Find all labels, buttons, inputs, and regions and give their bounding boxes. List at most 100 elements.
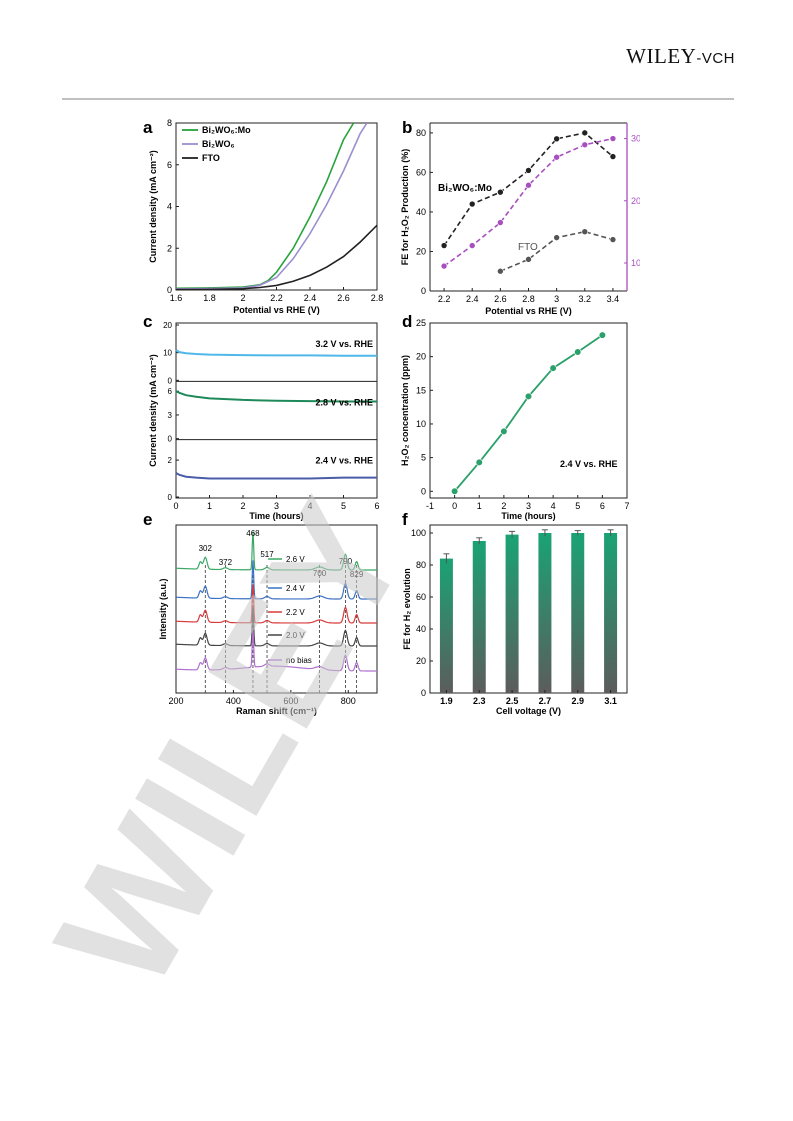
y-tick-label-c: 3 (168, 411, 173, 420)
x-axis-label-e: Raman shift (cm⁻¹) (236, 706, 317, 716)
x-tick-label-e: 200 (168, 696, 183, 706)
y-tick-label-d: 25 (416, 318, 426, 328)
x-tick-label-d: 7 (624, 501, 629, 511)
x-axis-label-a: Potential vs RHE (V) (233, 305, 320, 315)
spectrum-line-e-4 (176, 628, 377, 672)
y-tick-label-a: 2 (167, 243, 172, 253)
x-tick-label-a: 1.8 (203, 293, 216, 303)
y-tick-label-d: 10 (416, 419, 426, 429)
data-point-b-0 (497, 188, 504, 196)
y-tick-label-c: 6 (168, 387, 173, 396)
x-tick-label-d: 6 (600, 501, 605, 511)
x-tick-label-f: 1.9 (440, 696, 453, 706)
data-point-b-2 (581, 141, 589, 149)
y-tick-label-a: 8 (167, 118, 172, 128)
x-tick-label-b: 2.2 (438, 294, 451, 304)
data-point-b-2 (609, 135, 617, 142)
y-axis-label-d: H₂O₂ concentration (ppm) (400, 355, 410, 466)
peak-label-e-6: 829 (350, 570, 364, 579)
legend-label-a-0: Bi₂WO₆:Mo (202, 125, 251, 135)
x-tick-label-b: 3.2 (579, 294, 592, 304)
series-line-c-2 (175, 472, 377, 480)
data-point-b-2 (525, 181, 532, 189)
subplot-label-c-0: 3.2 V vs. RHE (315, 339, 373, 349)
legend-label-e-3: 2.0 V (286, 631, 305, 640)
x-tick-label-a: 1.6 (170, 293, 183, 303)
data-point-b-0 (468, 200, 476, 208)
data-point-b-1 (497, 267, 504, 275)
x-tick-label-c: 0 (173, 501, 178, 511)
y-tick-label-c: 10 (163, 349, 172, 358)
y-axis-label-a: Current density (mA cm⁻²) (148, 150, 158, 262)
data-point-d (549, 364, 557, 372)
x-tick-label-a: 2.6 (337, 293, 350, 303)
x-tick-label-b: 3.4 (607, 294, 620, 304)
publisher-logo: WILEY-VCH (626, 44, 735, 68)
peak-label-e-0: 302 (199, 544, 213, 553)
legend-label-e-4: no bias (286, 656, 312, 665)
panel-f: f 0 20 40 60 80 100 1.9 2.3 2.5 2.7 2.9 3.1 Cell vol… (402, 510, 628, 716)
panel-e: e 2.6 V 2.4 V 2.2 V 2.0 V no bias 302 372 468 51… (143, 510, 378, 716)
x-tick-label-a: 2.8 (371, 293, 384, 303)
panel-label-d: d (402, 312, 412, 331)
y-tick-label-a: 4 (167, 202, 172, 212)
panel-label-f: f (402, 510, 408, 529)
plot-frame-d (429, 322, 628, 499)
subplot-label-c-2: 2.4 V vs. RHE (315, 456, 373, 466)
bar-f-0 (439, 558, 453, 693)
data-point-b-0 (525, 167, 532, 174)
y-axis-label-f: FE for H₂ evolution (402, 568, 412, 650)
peak-label-e-2: 468 (246, 529, 260, 538)
data-point-d (475, 458, 483, 466)
legend-label-e-1: 2.4 V (286, 584, 305, 593)
x-tick-label-b: 2.8 (522, 294, 535, 304)
series-line-c-0 (175, 349, 377, 357)
data-point-d (500, 427, 508, 435)
x-tick-label-f: 2.9 (571, 696, 584, 706)
y-tick-label-f: 60 (416, 592, 426, 602)
spectrum-line-e-0 (176, 531, 377, 571)
data-point-d (574, 348, 582, 356)
x-tick-label-e: 600 (283, 696, 298, 706)
spectrum-line-e-1 (176, 560, 377, 600)
x-tick-label-b: 3 (554, 294, 559, 304)
x-tick-label-d: 1 (477, 501, 482, 511)
series-line-a-2 (176, 224, 377, 290)
x-tick-label-c: 1 (207, 501, 212, 511)
data-point-b-1 (553, 234, 560, 241)
panel-label-c: c (143, 312, 152, 331)
x-axis-label-c: Time (hours) (249, 511, 303, 521)
y-tick-label-d: 15 (416, 385, 426, 395)
data-point-b-2 (468, 242, 476, 249)
x-tick-label-d: 3 (526, 501, 531, 511)
peak-label-e-3: 517 (260, 550, 274, 559)
y-tick-label-b: 0 (421, 286, 426, 296)
y-tick-label-c: 0 (168, 493, 173, 502)
y-tick-label-c: 20 (163, 321, 172, 330)
x-tick-label-c: 2 (240, 501, 245, 511)
data-point-b-0 (581, 129, 589, 137)
annotation-b-0: Bi₂WO₆:Mo (438, 183, 492, 194)
y-tick-label-b: 80 (416, 128, 426, 138)
x-tick-label-e: 400 (226, 696, 241, 706)
x-axis-label-b: Potential vs RHE (V) (485, 306, 572, 316)
x-tick-label-c: 6 (374, 501, 379, 511)
bar-f-4 (571, 533, 585, 693)
x-tick-label-c: 5 (341, 501, 346, 511)
data-point-d (451, 487, 459, 495)
panel-label-b: b (402, 118, 412, 137)
series-line-c-1 (175, 390, 377, 403)
data-point-b-2 (553, 153, 560, 161)
x-tick-label-a: 2.2 (270, 293, 283, 303)
legend-label-a-1: Bi₂WO₆ (202, 139, 235, 149)
y-tick-label-c: 0 (168, 435, 173, 444)
y-tick-label-b: 20 (416, 246, 426, 256)
data-point-b-1 (581, 228, 589, 236)
data-point-d (524, 392, 533, 400)
data-point-b-1 (609, 236, 617, 243)
y-tick-label-b: 60 (416, 167, 426, 177)
annotation-b-1: FTO (518, 242, 538, 253)
y-axis-label-c: Current density (mA cm⁻²) (148, 354, 158, 466)
